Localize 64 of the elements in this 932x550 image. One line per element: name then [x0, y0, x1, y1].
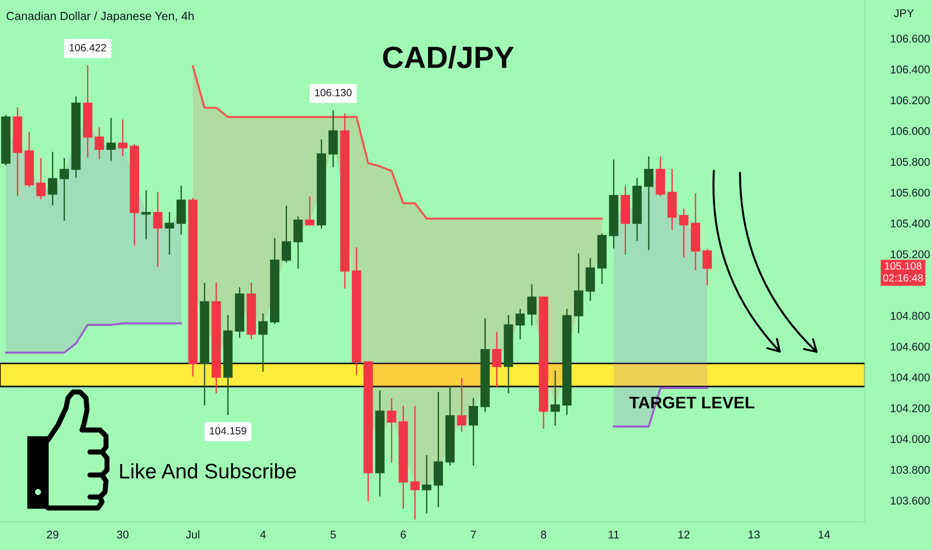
- y-tick-label: 104.600: [890, 342, 930, 351]
- y-tick-label: 105.400: [890, 220, 930, 228]
- candlestick: [36, 158, 46, 200]
- candlestick: [176, 186, 186, 235]
- x-tick-label: 6: [400, 530, 406, 538]
- x-tick-label: 4: [260, 530, 266, 538]
- x-tick-label: 12: [678, 530, 690, 538]
- y-tick-label: 106.200: [890, 96, 930, 104]
- x-tick-label: Jul: [186, 530, 200, 538]
- candlestick: [702, 248, 712, 286]
- candlestick: [386, 398, 396, 463]
- y-tick-label: 106.000: [890, 127, 930, 136]
- candlestick: [679, 208, 688, 258]
- candlestick: [106, 118, 116, 161]
- candlestick: [293, 216, 303, 269]
- candlestick: [422, 455, 432, 514]
- annotation: 104.159: [210, 427, 246, 435]
- annotation: 106.422: [70, 44, 106, 52]
- candlestick: [644, 156, 654, 250]
- candlestick: [527, 284, 537, 326]
- y-tick-label: 106.600: [890, 34, 930, 43]
- text: CAD/JPY: [383, 46, 514, 69]
- candlestick: [282, 206, 292, 262]
- candlestick: [118, 119, 128, 156]
- y-tick-label: 104.800: [890, 312, 930, 320]
- candlestick: [141, 190, 151, 240]
- x-tick-label: 8: [540, 530, 546, 538]
- y-tick-label: 103.800: [890, 466, 930, 474]
- candlestick: [48, 152, 58, 206]
- candlestick: [258, 314, 268, 372]
- annotation: 106.130: [315, 88, 352, 96]
- candlestick: [434, 392, 443, 508]
- y-tick-label: 103.600: [890, 496, 930, 505]
- x-tick-label: 11: [608, 530, 619, 538]
- candlestick: [153, 192, 162, 268]
- x-tick-label: 7: [470, 530, 476, 538]
- x-tick-label: 30: [116, 530, 128, 538]
- candlestick: [492, 332, 502, 388]
- y-tick-label: 104.200: [890, 404, 930, 412]
- candlestick: [468, 398, 478, 466]
- y-tick-label: 105.800: [890, 158, 930, 166]
- text: 105.108 02:16:48: [883, 262, 923, 282]
- y-tick-label: 105.200: [890, 250, 930, 258]
- candlestick: [164, 212, 174, 255]
- candlestick: [516, 308, 525, 340]
- x-tick-label: 13: [748, 530, 760, 538]
- y-tick-label: 104.400: [890, 374, 930, 382]
- candlestick: [60, 158, 69, 221]
- candlestick: [586, 258, 595, 301]
- x-tick-label: 29: [46, 530, 58, 538]
- y-tick-label: 106.400: [890, 66, 930, 74]
- candlestick: [94, 127, 104, 160]
- y-axis-title: JPY: [894, 9, 914, 18]
- candlestick: [550, 370, 560, 426]
- candlestick: [457, 378, 466, 432]
- candlestick: [305, 196, 314, 226]
- y-tick-label: 105.600: [890, 188, 930, 197]
- x-tick-label: 14: [818, 530, 830, 538]
- y-tick-label: 104.000: [890, 435, 930, 443]
- x-tick-label: 5: [330, 530, 336, 538]
- candlestick: [410, 406, 420, 520]
- text: Canadian Dollar / Japanese Yen, 4h: [6, 12, 194, 22]
- candlestick: [328, 110, 338, 167]
- annotation: Like And Subscribe: [120, 463, 296, 479]
